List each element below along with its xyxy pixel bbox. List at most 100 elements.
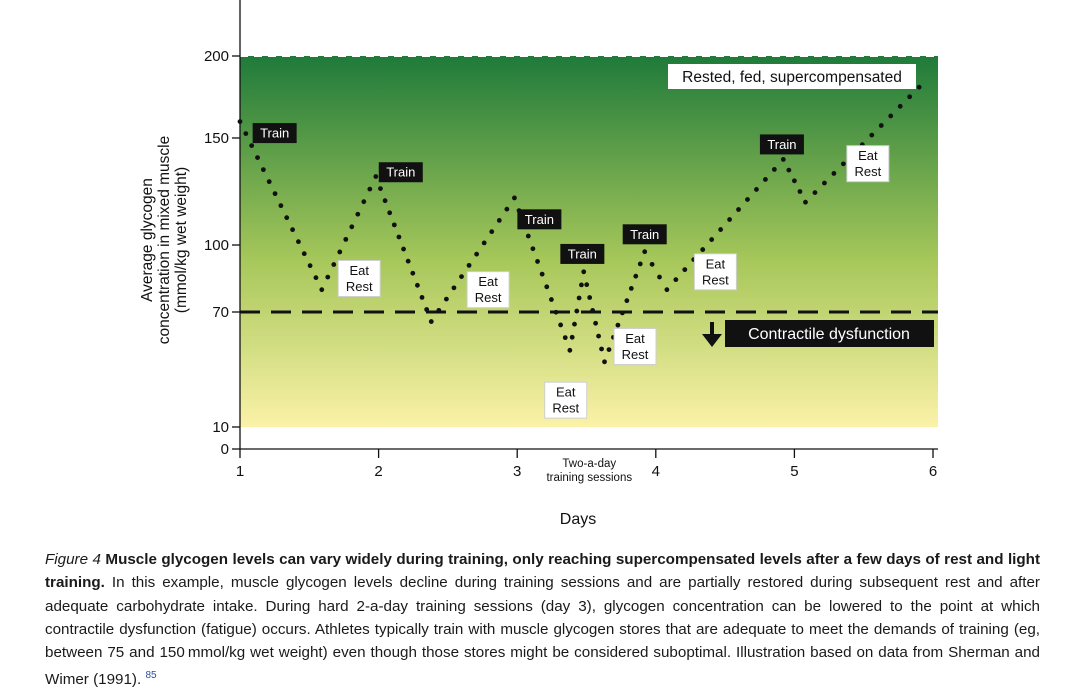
data-point: [391, 222, 397, 228]
data-point: [599, 346, 604, 352]
x-tick-label: 4: [652, 463, 660, 480]
data-point: [237, 119, 243, 124]
eat-rest-label: Rest: [475, 290, 502, 305]
data-point: [888, 113, 894, 119]
data-point: [272, 191, 278, 197]
data-point: [504, 206, 510, 212]
y-tick-label: 200: [204, 48, 229, 65]
train-label-box: [252, 123, 297, 144]
data-point: [530, 246, 536, 252]
train-label: Train: [767, 137, 796, 152]
data-point: [840, 161, 846, 167]
data-point: [249, 143, 255, 149]
data-point: [637, 261, 643, 267]
data-point: [489, 229, 495, 235]
x-tick-label: 1: [236, 463, 244, 480]
eat-rest-label-box: [846, 145, 890, 183]
data-point: [562, 335, 568, 341]
data-point: [525, 233, 531, 239]
data-point: [763, 177, 768, 182]
data-point: [558, 322, 564, 328]
eat-rest-label: Eat: [478, 274, 498, 289]
down-arrow-head-icon: [702, 334, 722, 347]
caption-body: In this example, muscle glycogen levels …: [45, 574, 1040, 689]
y-axis-label-line: Average glycogen: [139, 178, 156, 302]
data-point: [284, 215, 290, 221]
eat-rest-label-box: [693, 253, 737, 291]
data-point: [615, 322, 621, 328]
data-point: [474, 251, 480, 257]
data-point: [569, 334, 575, 340]
y-tick-label: 150: [204, 130, 229, 147]
data-point: [581, 269, 587, 275]
eat-rest-label-box: [337, 260, 381, 297]
data-point: [822, 180, 827, 186]
data-point: [337, 249, 343, 255]
y-tick-label: 70: [212, 304, 229, 321]
axis-texts: Days Average glycogenconcentration in mix…: [139, 136, 632, 528]
y-tick-label: 100: [204, 237, 229, 254]
data-point: [657, 274, 662, 280]
data-point: [803, 199, 808, 205]
train-label: Train: [260, 126, 289, 141]
threshold-label-box: [725, 320, 934, 347]
x-tick-label: 3: [513, 463, 521, 480]
data-point: [481, 240, 487, 246]
data-point: [624, 298, 630, 304]
data-point: [792, 178, 797, 184]
supercompensated-label-box: [668, 64, 916, 89]
data-point: [459, 274, 464, 280]
data-point: [319, 287, 325, 293]
data-point: [301, 251, 307, 257]
figure-caption: Figure 4 Muscle glycogen levels can vary…: [45, 548, 1040, 692]
train-label-box: [560, 243, 605, 264]
data-point: [349, 224, 355, 230]
data-point: [243, 131, 249, 137]
data-point: [396, 234, 402, 240]
data-point: [587, 295, 593, 300]
data-point: [745, 197, 750, 202]
data-point: [553, 309, 559, 315]
eat-rest-label: Eat: [349, 263, 369, 278]
data-point: [466, 262, 472, 268]
data-point: [916, 84, 922, 90]
data-point: [535, 259, 540, 264]
eat-rest-label-box: [466, 271, 510, 309]
data-point: [325, 274, 331, 280]
eat-rest-label: Rest: [552, 401, 579, 416]
eat-rest-label: Eat: [706, 256, 726, 271]
data-point: [278, 203, 284, 209]
data-point: [797, 189, 803, 194]
data-point: [405, 258, 411, 264]
data-point: [831, 171, 837, 176]
threshold-line: Contractile dysfunction: [240, 310, 938, 347]
data-point: [786, 167, 792, 173]
data-point: [428, 319, 434, 324]
x-note-label: training sessions: [546, 472, 632, 484]
data-point: [451, 285, 457, 291]
eat-rest-label: Rest: [702, 272, 729, 287]
data-point: [596, 333, 601, 339]
caption-title: Muscle glycogen levels can vary widely d…: [45, 551, 1040, 592]
data-point: [343, 236, 349, 242]
data-point: [576, 295, 582, 301]
data-point: [496, 218, 502, 223]
y-tick-label: 10: [212, 419, 229, 436]
data-point: [771, 167, 777, 172]
eat-rest-label: Rest: [854, 164, 881, 179]
data-point: [579, 282, 584, 288]
caption-reference: 85: [145, 670, 157, 682]
data-point: [382, 198, 388, 204]
train-label: Train: [386, 165, 415, 180]
x-tick-label: 2: [374, 463, 382, 480]
data-point: [567, 347, 573, 353]
data-point: [373, 174, 379, 179]
data-point: [878, 123, 884, 128]
glycogen-chart: 0 10 70 100 150 200 1 2 3 4 5 6 Contractile dysfunc…: [139, 0, 938, 528]
axes: 0 10 70 100 150 200 1 2 3 4 5 6: [204, 0, 938, 480]
data-point: [907, 94, 913, 100]
train-label-box: [622, 224, 667, 245]
caption-label: Figure 4: [45, 551, 101, 568]
data-point: [296, 239, 301, 245]
